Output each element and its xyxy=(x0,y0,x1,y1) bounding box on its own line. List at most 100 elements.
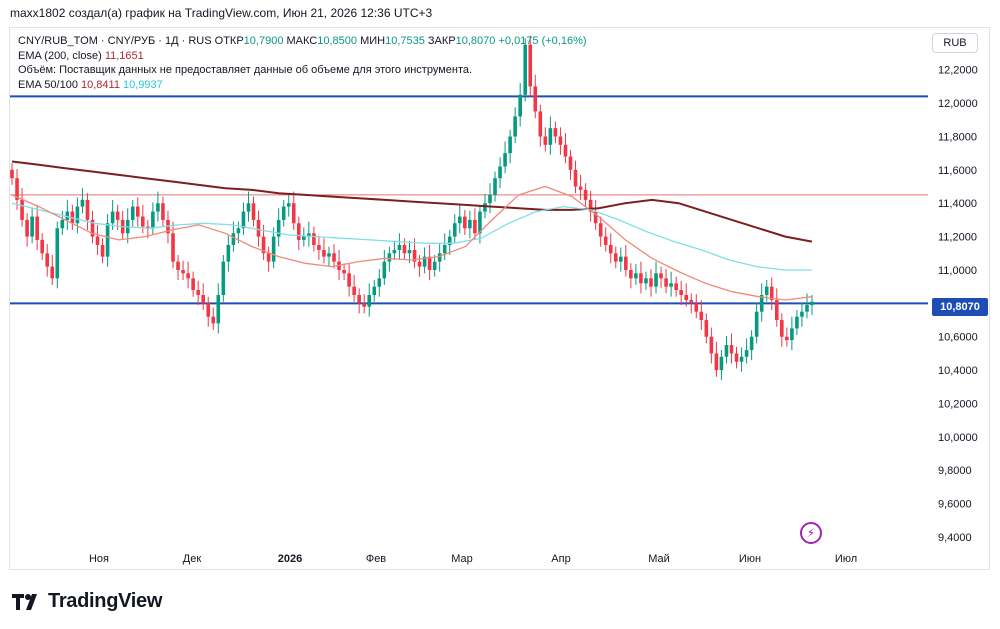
candle-body xyxy=(463,216,467,229)
candle-body xyxy=(60,219,65,229)
candle-body xyxy=(65,211,70,220)
candle-body xyxy=(85,199,90,220)
candle-body xyxy=(785,336,789,341)
candle-body xyxy=(664,278,668,287)
price-tick-label: 10,2000 xyxy=(938,398,978,410)
candle-body xyxy=(80,199,85,207)
chart-author-line: maxx1802 создал(а) график на TradingView… xyxy=(10,6,433,20)
legend-ema50-100-row[interactable]: EMA 50/100 10,8411 10,9937 xyxy=(18,78,587,93)
candle-body xyxy=(317,244,321,250)
candle-body xyxy=(397,244,402,250)
candle-body xyxy=(649,278,653,287)
candle-body xyxy=(296,223,301,240)
candle-body xyxy=(427,256,432,270)
price-tick-label: 10,6000 xyxy=(938,332,978,344)
price-tick-label: 11,2000 xyxy=(938,232,977,244)
candle-body xyxy=(206,303,211,317)
lightning-icon[interactable]: ⚡ xyxy=(800,522,822,544)
candle-body xyxy=(659,273,663,279)
candle-body xyxy=(739,356,744,362)
candle-body xyxy=(654,273,658,287)
high-value: 10,8500 xyxy=(317,35,357,47)
candle-body xyxy=(196,290,200,296)
candle-body xyxy=(583,189,588,200)
candle-body xyxy=(141,216,145,227)
candle-body xyxy=(90,219,95,237)
candle-body xyxy=(800,311,804,317)
candle-body xyxy=(624,256,628,270)
candle-body xyxy=(568,156,573,170)
candle-body xyxy=(432,261,437,270)
price-tick-label: 9,6000 xyxy=(938,499,972,511)
price-tick-label: 10,0000 xyxy=(938,432,978,444)
candle-body xyxy=(488,194,492,204)
low-label: МИН xyxy=(360,35,386,47)
candle-body xyxy=(130,206,135,220)
candle-body xyxy=(548,128,553,145)
tradingview-logo[interactable]: TradingView xyxy=(12,590,162,613)
chart-legend: CNY/RUB_TOM · CNY/РУБ · 1Д · RUS ОТКР10,… xyxy=(18,34,587,92)
candle-body xyxy=(110,211,115,224)
tv-logo-icon xyxy=(12,593,37,610)
candle-body xyxy=(639,273,643,284)
candle-body xyxy=(508,136,512,154)
ema50-value: 10,8411 xyxy=(81,78,120,91)
chart-frame[interactable] xyxy=(9,27,990,570)
candle-body xyxy=(105,223,110,257)
candle-body xyxy=(769,286,774,301)
candle-body xyxy=(161,203,165,220)
candle-body xyxy=(749,336,754,351)
candle-body xyxy=(674,283,678,291)
ema-lines xyxy=(11,160,813,301)
time-tick-label: Фев xyxy=(366,553,386,565)
candle-body xyxy=(719,356,724,371)
candle-body xyxy=(387,253,392,262)
candle-body xyxy=(276,219,281,237)
candle-body xyxy=(266,253,271,262)
high-label: МАКС xyxy=(286,35,318,47)
candle-body xyxy=(598,223,603,237)
legend-ema200-row[interactable]: EMA (200, close) 11,1651 xyxy=(18,49,587,64)
candle-body xyxy=(810,301,814,306)
candle-body xyxy=(553,128,558,137)
candle-body xyxy=(764,286,769,296)
candle-body xyxy=(332,253,336,262)
candle-body xyxy=(518,94,522,117)
symbol-label[interactable]: CNY/RUB_TOM · CNY/РУБ · 1Д · RUS xyxy=(18,35,212,47)
candle-body xyxy=(422,256,427,267)
candle-body xyxy=(734,353,739,362)
candle-body xyxy=(709,336,714,354)
candle-body xyxy=(578,186,583,190)
candle-body xyxy=(221,261,226,296)
candle-body xyxy=(563,144,568,157)
candle-body xyxy=(201,295,205,304)
candle-body xyxy=(382,261,387,279)
candle-body xyxy=(281,206,286,220)
candle-body xyxy=(256,219,261,237)
open-value: 10,7900 xyxy=(243,35,284,47)
candle-body xyxy=(608,244,613,254)
candle-body xyxy=(679,290,683,296)
candle-body xyxy=(100,244,105,257)
price-tick-label: 11,6000 xyxy=(938,165,977,177)
candle-body xyxy=(35,216,39,240)
candle-body xyxy=(181,269,185,274)
candle-body xyxy=(45,253,50,267)
candle-body xyxy=(352,286,356,296)
candle-body xyxy=(231,233,236,245)
candle-body xyxy=(704,320,709,337)
volume-note: Объём: Поставщик данных не предоставляет… xyxy=(18,64,473,76)
ema200-value: 11,1651 xyxy=(104,49,144,62)
time-tick-label: Июл xyxy=(835,553,857,565)
candle-body xyxy=(20,199,24,220)
ema50-line xyxy=(11,185,813,301)
currency-button[interactable]: RUB xyxy=(932,33,978,53)
candle-body xyxy=(211,316,216,324)
candle-body xyxy=(493,178,497,195)
candle-body xyxy=(55,228,60,279)
candle-body xyxy=(10,169,14,179)
time-tick-label: 2026 xyxy=(278,553,302,565)
candle-body xyxy=(115,211,120,220)
legend-volume-row: Объём: Поставщик данных не предоставляет… xyxy=(18,63,587,78)
